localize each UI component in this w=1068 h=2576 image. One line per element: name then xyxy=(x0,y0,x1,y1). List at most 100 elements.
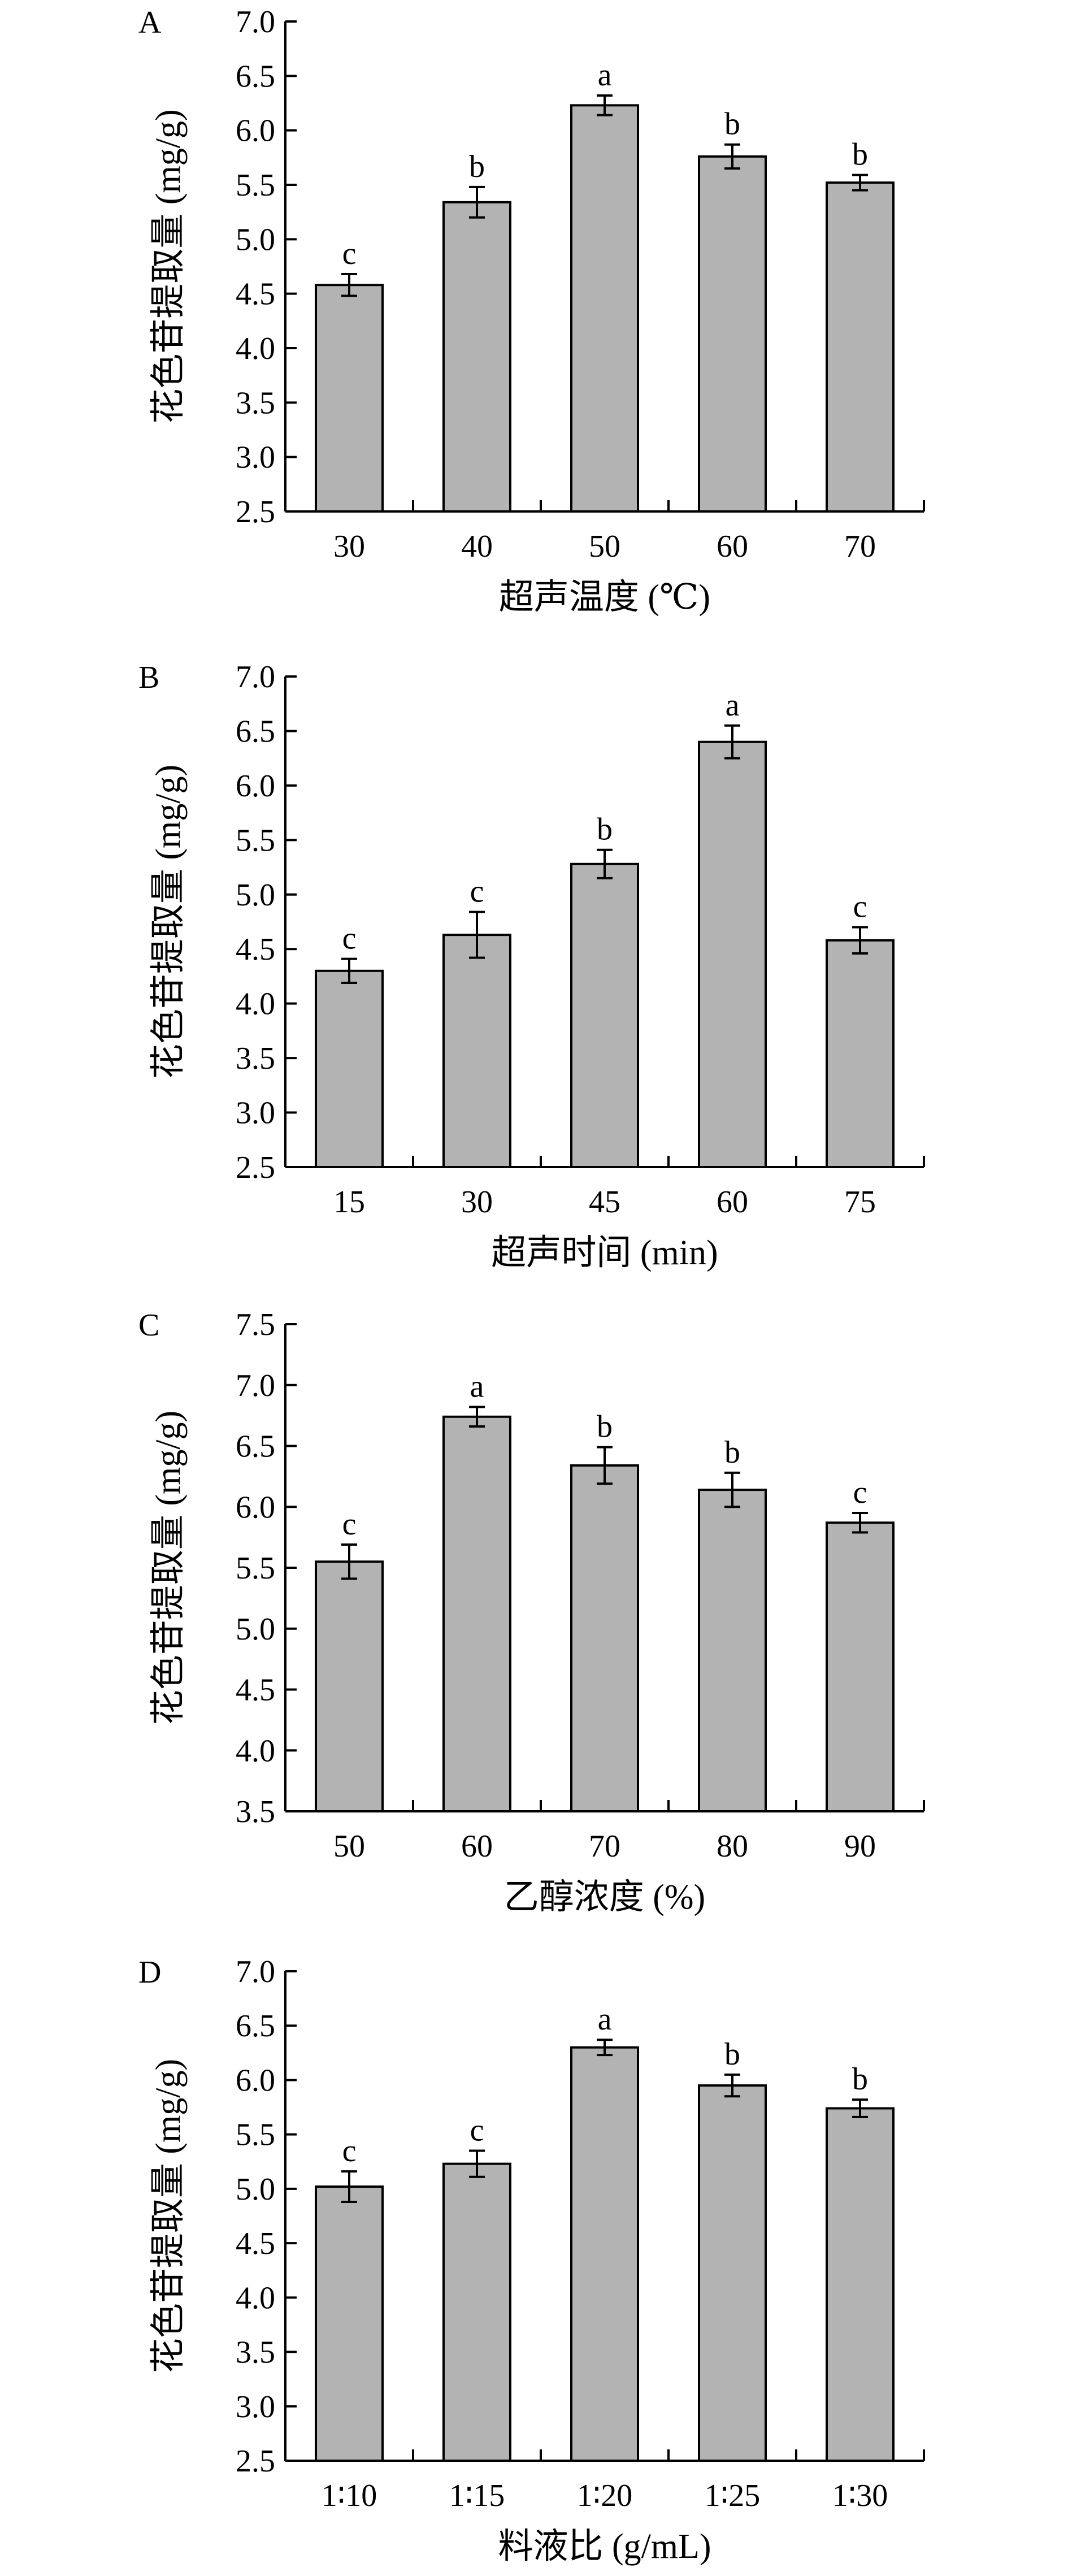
y-axis-title: 花色苷提取量 (mg/g) xyxy=(149,1411,188,1725)
significance-label: c xyxy=(470,874,484,909)
y-tick-label: 6.5 xyxy=(236,1429,275,1464)
x-tick-label: 70 xyxy=(844,529,876,564)
y-tick-label: 7.0 xyxy=(236,660,275,695)
y-tick-label: 6.0 xyxy=(236,114,275,149)
x-tick-label: 60 xyxy=(717,1185,748,1220)
y-tick-label: 4.5 xyxy=(236,1673,275,1708)
y-tick-label: 3.5 xyxy=(236,385,275,420)
y-tick-label: 2.5 xyxy=(236,495,275,530)
significance-label: b xyxy=(597,1410,613,1445)
y-tick-label: 6.5 xyxy=(236,714,275,749)
panel-label: A xyxy=(138,5,162,40)
bar xyxy=(826,1521,895,1812)
y-tick-label: 2.5 xyxy=(236,2444,275,2479)
x-tick-label: 15 xyxy=(333,1185,365,1220)
bar xyxy=(442,2162,511,2462)
bar xyxy=(698,740,767,1168)
bar xyxy=(315,969,384,1169)
panel-c: Cc a b b c 3.5 4.0 4.5 5.0 5.5 6.0 6.5 7.0 7.5 50 60 70 8… xyxy=(138,1307,925,1916)
x-tick-label: 1∶15 xyxy=(449,2478,505,2513)
y-tick-label: 5.5 xyxy=(236,2118,275,2153)
x-tick-label: 60 xyxy=(717,529,748,564)
bar xyxy=(315,284,384,513)
bar xyxy=(826,181,895,513)
y-tick-label: 2.5 xyxy=(236,1150,275,1185)
y-tick-label: 7.5 xyxy=(236,1307,275,1342)
x-axis-title: 乙醇浓度 (%) xyxy=(504,1878,705,1916)
significance-label: a xyxy=(726,688,740,723)
x-tick-label: 40 xyxy=(461,529,493,564)
bar xyxy=(570,2046,639,2462)
y-tick-label: 4.5 xyxy=(236,2226,275,2261)
bar xyxy=(698,155,767,513)
y-tick-label: 4.0 xyxy=(236,1733,275,1768)
significance-label: c xyxy=(342,1507,357,1542)
significance-label: b xyxy=(597,812,613,847)
y-tick-label: 7.0 xyxy=(236,5,275,40)
y-axis-title: 花色苷提取量 (mg/g) xyxy=(149,765,188,1079)
significance-label: c xyxy=(853,1475,867,1510)
bar xyxy=(826,939,895,1169)
panel-label: C xyxy=(138,1308,159,1343)
y-tick-label: 4.0 xyxy=(236,987,275,1022)
significance-label: c xyxy=(342,236,357,271)
panel-label: D xyxy=(138,1955,161,1990)
x-tick-label: 70 xyxy=(589,1829,620,1864)
x-tick-label: 50 xyxy=(333,1829,365,1864)
bar xyxy=(570,104,639,513)
x-tick-label: 30 xyxy=(461,1185,493,1220)
x-axis-title: 料液比 (g/mL) xyxy=(498,2527,711,2566)
y-tick-label: 6.5 xyxy=(236,59,275,94)
significance-label: b xyxy=(724,2037,740,2072)
bar xyxy=(315,2185,384,2462)
y-tick-label: 5.5 xyxy=(236,823,275,858)
y-tick-label: 5.0 xyxy=(236,2172,275,2207)
x-tick-label: 80 xyxy=(717,1829,748,1864)
y-tick-label: 5.0 xyxy=(236,878,275,913)
x-tick-label: 75 xyxy=(844,1185,876,1220)
bar xyxy=(442,1415,511,1812)
bar xyxy=(442,934,511,1168)
y-tick-label: 3.0 xyxy=(236,440,275,475)
x-tick-label: 1∶20 xyxy=(577,2478,633,2513)
panel-a: Ac b a b b 2.5 3.0 3.5 4.0 4.5 5.0 5.5 6.0 6.5 7.0 30 40… xyxy=(138,5,925,617)
panel-label: B xyxy=(138,660,159,695)
x-tick-label: 45 xyxy=(589,1185,620,1220)
y-tick-label: 4.5 xyxy=(236,277,275,312)
bar xyxy=(698,1489,767,1813)
bar xyxy=(442,201,511,513)
significance-label: a xyxy=(470,1369,484,1404)
y-tick-label: 5.0 xyxy=(236,222,275,257)
y-tick-label: 3.5 xyxy=(236,2335,275,2370)
y-tick-label: 5.5 xyxy=(236,1551,275,1586)
x-axis-title: 超声温度 (℃) xyxy=(499,578,710,617)
x-axis-title: 超声时间 (min) xyxy=(491,1234,718,1272)
y-tick-label: 3.5 xyxy=(236,1041,275,1076)
y-tick-label: 7.0 xyxy=(236,1954,275,1989)
y-tick-label: 5.0 xyxy=(236,1612,275,1647)
y-tick-label: 6.5 xyxy=(236,2009,275,2044)
y-tick-label: 3.5 xyxy=(236,1794,275,1829)
y-tick-label: 4.0 xyxy=(236,331,275,366)
x-tick-label: 90 xyxy=(844,1829,876,1864)
y-tick-label: 4.5 xyxy=(236,932,275,967)
significance-label: c xyxy=(342,921,357,956)
significance-label: a xyxy=(598,58,612,93)
y-tick-label: 6.0 xyxy=(236,769,275,804)
significance-label: b xyxy=(852,2062,868,2097)
significance-label: b xyxy=(724,1435,740,1470)
significance-label: b xyxy=(724,107,740,142)
significance-label: c xyxy=(342,2133,357,2169)
y-tick-label: 3.0 xyxy=(236,2389,275,2425)
significance-label: b xyxy=(469,149,485,184)
significance-label: c xyxy=(853,890,867,925)
y-tick-label: 4.0 xyxy=(236,2280,275,2315)
x-tick-label: 1∶25 xyxy=(705,2478,761,2513)
significance-label: c xyxy=(470,2113,484,2148)
bar xyxy=(826,2107,895,2462)
x-tick-label: 50 xyxy=(589,529,620,564)
y-tick-label: 6.0 xyxy=(236,1490,275,1525)
x-tick-label: 1∶30 xyxy=(832,2478,888,2513)
bar xyxy=(570,862,639,1169)
